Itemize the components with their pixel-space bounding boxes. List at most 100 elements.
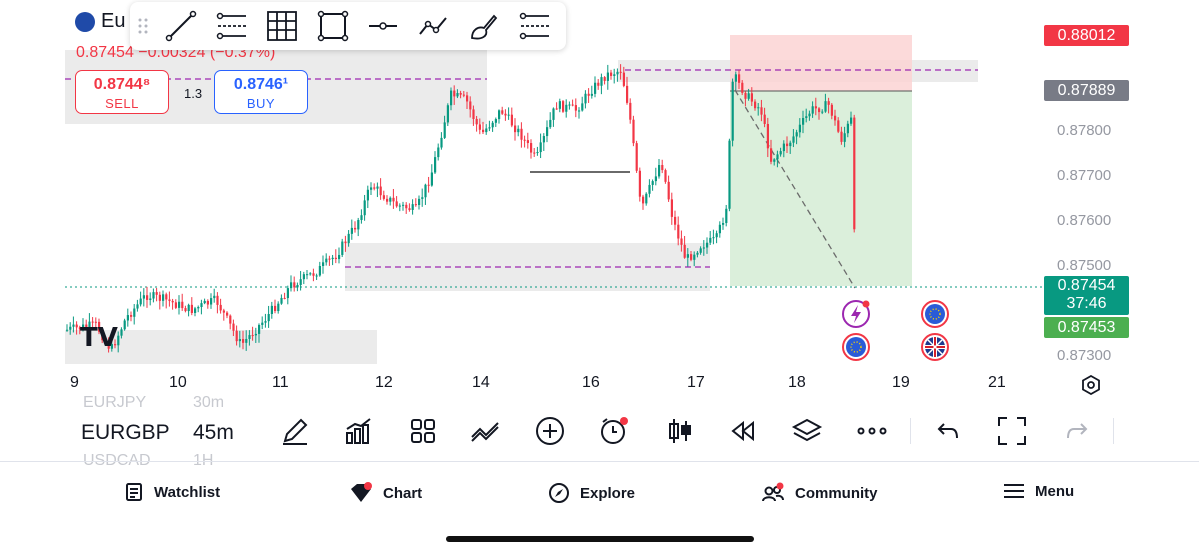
candle-body [517, 128, 520, 133]
candle-body [78, 327, 81, 330]
candle-body [597, 82, 600, 86]
tab-chart-label: Chart [383, 484, 423, 502]
candle-body [632, 119, 635, 144]
candle-body [120, 329, 123, 336]
candle-body [370, 187, 373, 190]
candle-body [165, 294, 168, 300]
candle-body [219, 304, 222, 311]
tab-community[interactable]: Community [761, 482, 878, 504]
time-label: 9 [70, 374, 79, 391]
candle-body [235, 330, 238, 342]
sell-button[interactable]: 0.8744⁸ SELL [75, 70, 169, 114]
candle-body [674, 216, 677, 225]
grid-icon[interactable] [257, 2, 308, 50]
candle-body [88, 321, 91, 328]
settings-hex-icon[interactable] [1081, 374, 1101, 400]
candle-body [482, 129, 485, 133]
candle-body [514, 125, 517, 133]
price-chart[interactable]: TV [0, 0, 1199, 400]
candle-body [306, 274, 309, 276]
candle-body [270, 305, 273, 315]
candle-body [840, 131, 843, 142]
candle-body [405, 204, 408, 209]
rectangle-icon[interactable] [308, 2, 359, 50]
candle-body [530, 143, 533, 153]
candle-body [699, 248, 702, 253]
candle-body [837, 120, 840, 132]
toolbar-divider [1113, 418, 1114, 444]
position-icon[interactable] [510, 2, 561, 50]
ghost-interval-below: 1H [193, 452, 214, 469]
interval-selector[interactable]: 45m [193, 421, 234, 444]
horizontal-ray-icon[interactable] [358, 2, 409, 50]
fib-retracement-icon[interactable] [207, 2, 258, 50]
candle-body [757, 107, 760, 109]
candle-body [584, 93, 587, 104]
chart-tab-icon [351, 482, 372, 502]
replay-icon[interactable] [725, 414, 761, 448]
candle-body [654, 176, 657, 182]
symbol-selector[interactable]: EURGBP [81, 421, 170, 444]
candle-body [827, 101, 830, 105]
more-icon[interactable] [854, 414, 890, 448]
candle-body [747, 93, 750, 99]
uk-event-icon[interactable] [921, 333, 949, 361]
candle-body [680, 238, 683, 245]
brush-icon[interactable] [459, 2, 510, 50]
add-plus-icon[interactable] [532, 414, 568, 448]
eu-event-icon-2[interactable] [842, 333, 870, 361]
candle-body [510, 114, 513, 126]
candle-body [171, 300, 174, 303]
eu-event-icon[interactable] [921, 300, 949, 328]
candle-body [328, 258, 331, 260]
tab-explore[interactable]: Explore [548, 482, 635, 504]
last-price: 0.87454 [1057, 277, 1116, 294]
candle-body [184, 308, 187, 312]
candle-body [648, 184, 651, 194]
candle-body [162, 294, 165, 301]
candle-body [571, 104, 574, 106]
candle-body [702, 247, 705, 249]
time-label: 10 [169, 374, 187, 391]
candle-body [290, 282, 293, 289]
candle-body [562, 101, 565, 112]
candle-body [485, 128, 488, 133]
candle-body [347, 233, 350, 244]
indicators-icon[interactable] [340, 414, 376, 448]
sell-price: 0.8744⁸ [93, 76, 151, 93]
candles-icon[interactable] [662, 414, 698, 448]
candle-body [277, 303, 280, 312]
layout-grid-icon[interactable] [405, 414, 441, 448]
position-target-zone [730, 91, 912, 286]
redo-icon[interactable] [1059, 414, 1095, 448]
candle-body [706, 242, 709, 248]
candle-body [133, 308, 136, 317]
lightning-event-icon[interactable] [842, 300, 870, 328]
candle-body [254, 333, 257, 336]
candle-body [325, 258, 328, 263]
path-icon[interactable] [409, 2, 460, 50]
undo-icon[interactable] [930, 414, 966, 448]
candle-body [818, 108, 821, 113]
eu-uk-flag-icon [75, 11, 95, 32]
candle-body [318, 266, 321, 276]
drag-handle-icon[interactable] [130, 2, 156, 50]
bid-price-tag: 0.87453 [1044, 317, 1129, 338]
tab-menu[interactable]: Menu [1003, 482, 1074, 500]
tab-watchlist[interactable]: Watchlist [124, 482, 220, 502]
trend-line-icon[interactable] [156, 2, 207, 50]
compare-icon[interactable] [468, 414, 504, 448]
pen-icon[interactable] [277, 414, 313, 448]
buy-price: 0.8746¹ [233, 76, 289, 93]
candle-body [750, 93, 753, 102]
alarm-icon[interactable] [596, 414, 632, 448]
candle-body [741, 82, 744, 93]
candle-body [334, 257, 337, 260]
symbol-header[interactable]: Eu [75, 10, 125, 33]
fullscreen-icon[interactable] [994, 414, 1030, 448]
buy-button[interactable]: 0.8746¹ BUY [214, 70, 308, 114]
layers-icon[interactable] [789, 414, 825, 448]
price-label: 0.87600 [1057, 212, 1112, 229]
tab-chart[interactable]: Chart [349, 482, 422, 504]
candle-body [658, 165, 661, 177]
